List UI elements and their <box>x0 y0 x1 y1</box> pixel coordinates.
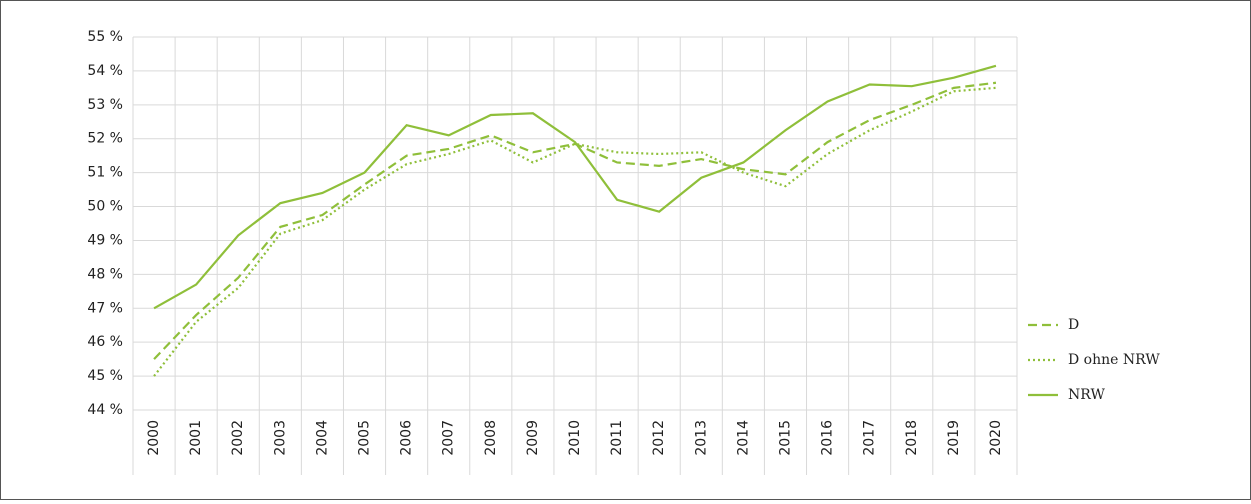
legend-label: D ohne NRW <box>1068 352 1160 368</box>
x-tick-label: 2013 <box>693 420 709 456</box>
y-tick-label: 50 % <box>87 199 123 215</box>
y-tick-label: 46 % <box>87 334 123 350</box>
y-tick-label: 54 % <box>87 63 123 79</box>
x-tick-label: 2002 <box>230 420 246 456</box>
x-tick-label: 2000 <box>146 420 162 456</box>
series-line <box>153 86 997 377</box>
y-tick-label: 53 % <box>87 97 123 113</box>
y-tick-label: 52 % <box>87 131 123 147</box>
series-line <box>153 64 997 310</box>
x-tick-label: 2008 <box>483 420 499 456</box>
y-tick-label: 44 % <box>87 402 123 418</box>
x-tick-label: 2014 <box>735 420 751 456</box>
x-tick-label: 2012 <box>651 420 667 456</box>
y-tick-label: 49 % <box>87 232 123 248</box>
y-tick-label: 47 % <box>87 300 123 316</box>
x-tick-label: 2004 <box>314 420 330 456</box>
y-tick-label: 48 % <box>87 266 123 282</box>
x-tick-label: 2006 <box>399 420 415 456</box>
x-tick-label: 2003 <box>272 420 288 456</box>
y-tick-label: 45 % <box>87 368 123 384</box>
y-tick-label: 51 % <box>87 165 123 181</box>
x-tick-label: 2011 <box>609 420 625 456</box>
x-tick-label: 2009 <box>525 420 541 456</box>
x-tick-label: 2007 <box>441 420 457 456</box>
y-tick-label: 55 % <box>87 29 123 45</box>
legend-label: NRW <box>1068 387 1105 403</box>
x-tick-label: 2005 <box>357 420 373 456</box>
x-tick-label: 2020 <box>988 420 1004 456</box>
legend-label: D <box>1068 317 1079 333</box>
x-tick-label: 2010 <box>567 420 583 456</box>
x-tick-label: 2017 <box>862 420 878 456</box>
x-tick-label: 2019 <box>946 420 962 456</box>
x-tick-label: 2015 <box>777 420 793 456</box>
x-tick-label: 2018 <box>904 420 920 456</box>
x-tick-label: 2001 <box>188 420 204 456</box>
x-tick-label: 2016 <box>820 420 836 456</box>
